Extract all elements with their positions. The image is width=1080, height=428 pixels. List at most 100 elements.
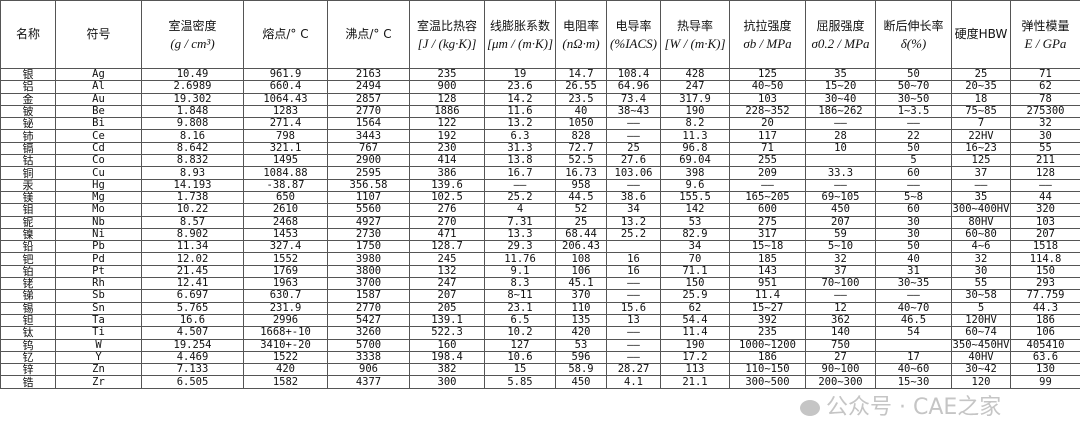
metal-name-cell: 钛 xyxy=(0,326,56,340)
metal-name-cell: 铝 xyxy=(0,80,56,94)
value-cell: 13.2 xyxy=(606,215,661,229)
header-title: 熔点/° C xyxy=(262,27,309,41)
value-cell: 25.2 xyxy=(484,190,556,205)
value-cell: 30~58 xyxy=(951,289,1011,303)
value-cell: 4927 xyxy=(327,215,410,229)
value-cell: —— xyxy=(606,277,661,291)
value-cell: 5~10 xyxy=(805,240,876,254)
value-cell: 1.848 xyxy=(141,104,244,119)
symbol-cell: Zn xyxy=(55,363,142,377)
value-cell: 25 xyxy=(951,67,1011,82)
table-row: 铂 Pt 21.45 1769 3800 132 9.1 106 16 71.1 143 37 31 30… xyxy=(0,264,1080,279)
value-cell: 3410+-20 xyxy=(243,338,328,352)
value-cell: 3443 xyxy=(327,129,410,143)
value-cell: 1495 xyxy=(243,154,328,168)
value-cell: 356.58 xyxy=(327,178,410,192)
value-cell: 30~42 xyxy=(951,363,1011,377)
value-cell: 1107 xyxy=(327,190,410,205)
value-cell: 102.5 xyxy=(409,190,485,205)
value-cell: 9.808 xyxy=(141,117,244,131)
header-title: 抗拉强度 xyxy=(743,18,792,33)
column-header: 符号 xyxy=(55,0,142,69)
value-cell: 40HV xyxy=(951,350,1011,365)
value-cell: 2163 xyxy=(327,67,410,82)
value-cell: 12.41 xyxy=(141,277,244,291)
table-row: 铍 Be 1.848 1283 2770 1886 11.6 40 38~43 190 228~35… xyxy=(0,104,1080,119)
value-cell: 8.16 xyxy=(141,129,244,143)
table-row: 锆 Zr 6.505 1582 4377 300 5.85 450 4.1 21.1 300~500… xyxy=(0,375,1080,389)
value-cell: 63.6 xyxy=(1010,350,1080,365)
value-cell: 13.8 xyxy=(484,154,556,168)
value-cell: 62 xyxy=(660,301,730,315)
value-cell: —— xyxy=(606,350,661,365)
value-cell: 190 xyxy=(660,338,730,352)
value-cell: 23.1 xyxy=(484,301,556,315)
table-row: 锑 Sb 6.697 630.7 1587 207 8~11 370 —— 25.9 11.4 —— —… xyxy=(0,289,1080,303)
value-cell: 26.55 xyxy=(555,80,607,94)
value-cell: 1064.43 xyxy=(243,92,328,106)
value-cell: —— xyxy=(606,178,661,192)
header-title: 名称 xyxy=(15,27,40,41)
metal-name-cell: 钴 xyxy=(0,154,56,168)
metal-name-cell: 铋 xyxy=(0,117,56,131)
value-cell: 317.9 xyxy=(660,92,730,106)
column-header: 抗拉强度 σb / MPa xyxy=(729,0,806,69)
value-cell: 6.505 xyxy=(141,375,244,389)
value-cell: 1084.88 xyxy=(243,166,328,180)
column-header: 电阻率 (nΩ·m) xyxy=(555,0,607,69)
symbol-cell: Ti xyxy=(55,326,142,340)
value-cell: 750 xyxy=(805,338,876,352)
value-cell: 15~30 xyxy=(875,375,952,389)
value-cell: 27 xyxy=(805,350,876,365)
value-cell: 103 xyxy=(729,92,806,106)
value-cell: 19.302 xyxy=(141,92,244,106)
value-cell: 55 xyxy=(951,277,1011,291)
header-title: 断后伸长率 xyxy=(883,18,944,33)
value-cell: 28.27 xyxy=(606,363,661,377)
value-cell: 155.5 xyxy=(660,190,730,205)
value-cell: 2770 xyxy=(327,104,410,119)
value-cell: 12 xyxy=(805,301,876,315)
value-cell: 20 xyxy=(729,117,806,131)
value-cell: 54 xyxy=(875,326,952,340)
value-cell: —— xyxy=(875,117,952,131)
value-cell: 8.2 xyxy=(660,117,730,131)
value-cell: 30 xyxy=(875,215,952,229)
value-cell: 3338 xyxy=(327,350,410,365)
table-row: 铜 Cu 8.93 1084.88 2595 386 16.7 16.73 103.06 398 2… xyxy=(0,166,1080,180)
value-cell: 1283 xyxy=(243,104,328,119)
value-cell: 140 xyxy=(805,326,876,340)
symbol-cell: Bi xyxy=(55,117,142,131)
value-cell: 106 xyxy=(1010,326,1080,340)
value-cell: 52.5 xyxy=(555,154,607,168)
value-cell: 4.507 xyxy=(141,326,244,340)
value-cell: 80HV xyxy=(951,215,1011,229)
value-cell: 30~35 xyxy=(875,277,952,291)
value-cell: 30 xyxy=(1010,129,1080,143)
value-cell: 82.9 xyxy=(660,227,730,242)
value-cell: 25.9 xyxy=(660,289,730,303)
value-cell: 1453 xyxy=(243,227,328,242)
header-unit: δ(%) xyxy=(900,35,927,51)
value-cell: 44.5 xyxy=(555,190,607,205)
header-unit: σ0.2 / MPa xyxy=(811,35,870,51)
value-cell: 128 xyxy=(1010,166,1080,180)
value-cell: 120 xyxy=(951,375,1011,389)
metal-name-cell: 铑 xyxy=(0,277,56,291)
value-cell: 17.2 xyxy=(660,350,730,365)
value-cell: 60~74 xyxy=(951,326,1011,340)
header-unit: [J / (kg·K)] xyxy=(417,35,477,51)
value-cell: 30 xyxy=(875,227,952,242)
value-cell: 1582 xyxy=(243,375,328,389)
value-cell: 32 xyxy=(1010,117,1080,131)
value-cell: 1522 xyxy=(243,350,328,365)
value-cell: 135 xyxy=(555,313,607,328)
value-cell: 58.9 xyxy=(555,363,607,377)
value-cell: 28 xyxy=(805,129,876,143)
table-row: 铌 Nb 8.57 2468 4927 270 7.31 25 13.2 53 275 207 30 80… xyxy=(0,215,1080,229)
column-header: 断后伸长率 δ(%) xyxy=(875,0,952,69)
value-cell: 798 xyxy=(243,129,328,143)
metal-name-cell: 铅 xyxy=(0,240,56,254)
value-cell: 113 xyxy=(660,363,730,377)
value-cell: 75~85 xyxy=(951,104,1011,119)
